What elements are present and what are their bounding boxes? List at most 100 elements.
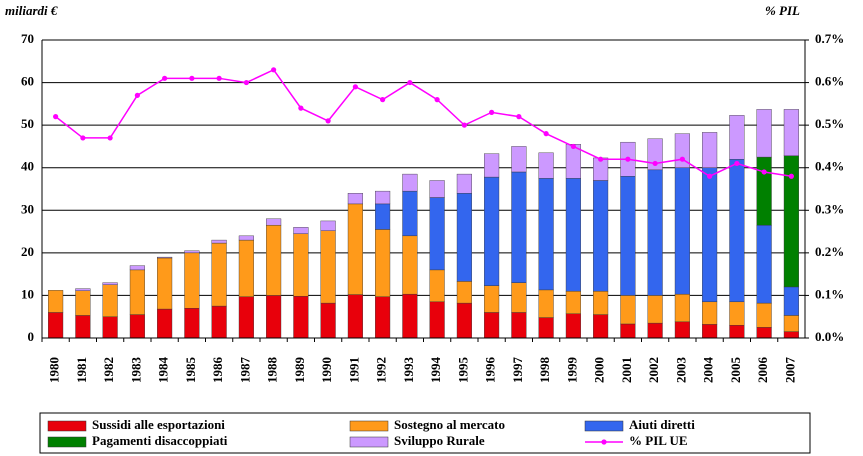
line-point [271,67,277,73]
line-point [243,79,249,86]
bar-segment [347,294,363,339]
y2-tick-label: 0.2% [815,244,844,259]
bar-segment [157,308,173,339]
bar-segment [511,312,527,339]
bar-segment [157,256,173,259]
legend-label: Pagamenti disaccoppiati [92,433,228,448]
bar-segment [102,284,118,317]
x-tick-label: 1988 [265,357,280,384]
bar-segment [375,229,391,297]
y2-tick-label: 0.6% [815,74,844,89]
bar-segment [320,302,336,339]
bar-segment [593,290,609,315]
line-point [298,105,304,111]
line-point [352,84,358,90]
bar-segment [756,327,772,339]
bar-segment [756,109,772,158]
x-tick-label: 1981 [74,357,89,383]
bar-segment [266,218,282,226]
legend-label: % PIL UE [629,433,688,448]
bar-segment [702,132,718,168]
y-tick-label: 40 [21,159,34,174]
bar-segment [538,289,554,318]
y2-tick-label: 0.0% [815,329,844,344]
line-point [788,173,794,179]
bar-segment [402,173,418,192]
bar-segment [647,169,663,296]
y2-tick-label: 0.3% [815,201,844,216]
bar-segment [375,296,391,339]
bar-segment [129,265,145,271]
y-tick-label: 10 [21,286,34,301]
bar-segment [647,322,663,339]
bar-segment [375,203,391,230]
line-point [543,131,549,137]
bar-segment [429,269,445,303]
line-point [216,75,222,81]
y-tick-label: 30 [21,201,34,216]
bar-segment [347,193,363,205]
line-point [189,75,195,81]
x-tick-label: 1984 [156,357,171,384]
x-tick-label: 1980 [47,357,62,383]
bar-segment [756,224,772,304]
x-tick-label: 1994 [428,357,443,384]
bar-segment [484,285,500,313]
bar-segment [184,250,200,254]
x-tick-label: 2004 [701,357,716,384]
line-point [80,135,86,141]
legend-label: Sviluppo Rurale [394,433,485,448]
x-tick-label: 1993 [401,357,416,384]
legend-label: Aiuti diretti [629,417,695,432]
y-tick-label: 70 [21,31,34,46]
bar-segment [484,176,500,286]
line-point [761,169,767,175]
bar-segment [456,173,472,194]
bar-segment [783,331,799,339]
bar-segment [293,296,309,339]
line [55,68,792,178]
bar-segment [756,156,772,226]
bar-segment [702,301,718,325]
legend-swatch [47,420,87,432]
bar-segment [184,308,200,339]
x-tick-label: 1986 [210,357,225,384]
bar-segment [620,176,636,296]
bar-segment [266,295,282,339]
line-point [162,75,168,81]
x-tick-label: 2005 [728,357,743,384]
x-tick-label: 2001 [619,357,634,383]
bar-segment [48,290,64,313]
x-tick-label: 1998 [537,357,552,384]
bar-segment [538,178,554,291]
x-tick-label: 1995 [455,357,470,384]
line-point [598,156,604,162]
bar-segment [211,239,227,244]
y2-tick-label: 0.4% [815,159,844,174]
bar-segment [402,190,418,237]
bar-segment [647,138,663,171]
bar-segment [320,230,336,304]
bar-segment [511,171,527,283]
bar-segment [293,227,309,234]
line-point [107,135,113,141]
line-point [570,143,576,150]
bar-segment [729,115,745,160]
bar-segment [238,296,254,339]
bar-segment [511,146,527,173]
bar-segment [102,282,118,285]
legend-marker [601,439,607,445]
bar-segment [620,323,636,339]
y-axis-label: miliardi € [5,3,58,18]
bar-segment [456,281,472,304]
x-tick-label: 2002 [646,357,661,383]
line-point [734,160,740,167]
bar-segment [620,295,636,325]
bar-segment [211,242,227,307]
bar-segment [320,220,336,231]
x-tick-label: 2000 [592,357,607,383]
line-point [325,118,331,124]
legend-label: Sussidi alle esportazioni [92,417,225,432]
bar-segment [702,324,718,339]
y2-axis-label: % PIL [765,3,800,18]
